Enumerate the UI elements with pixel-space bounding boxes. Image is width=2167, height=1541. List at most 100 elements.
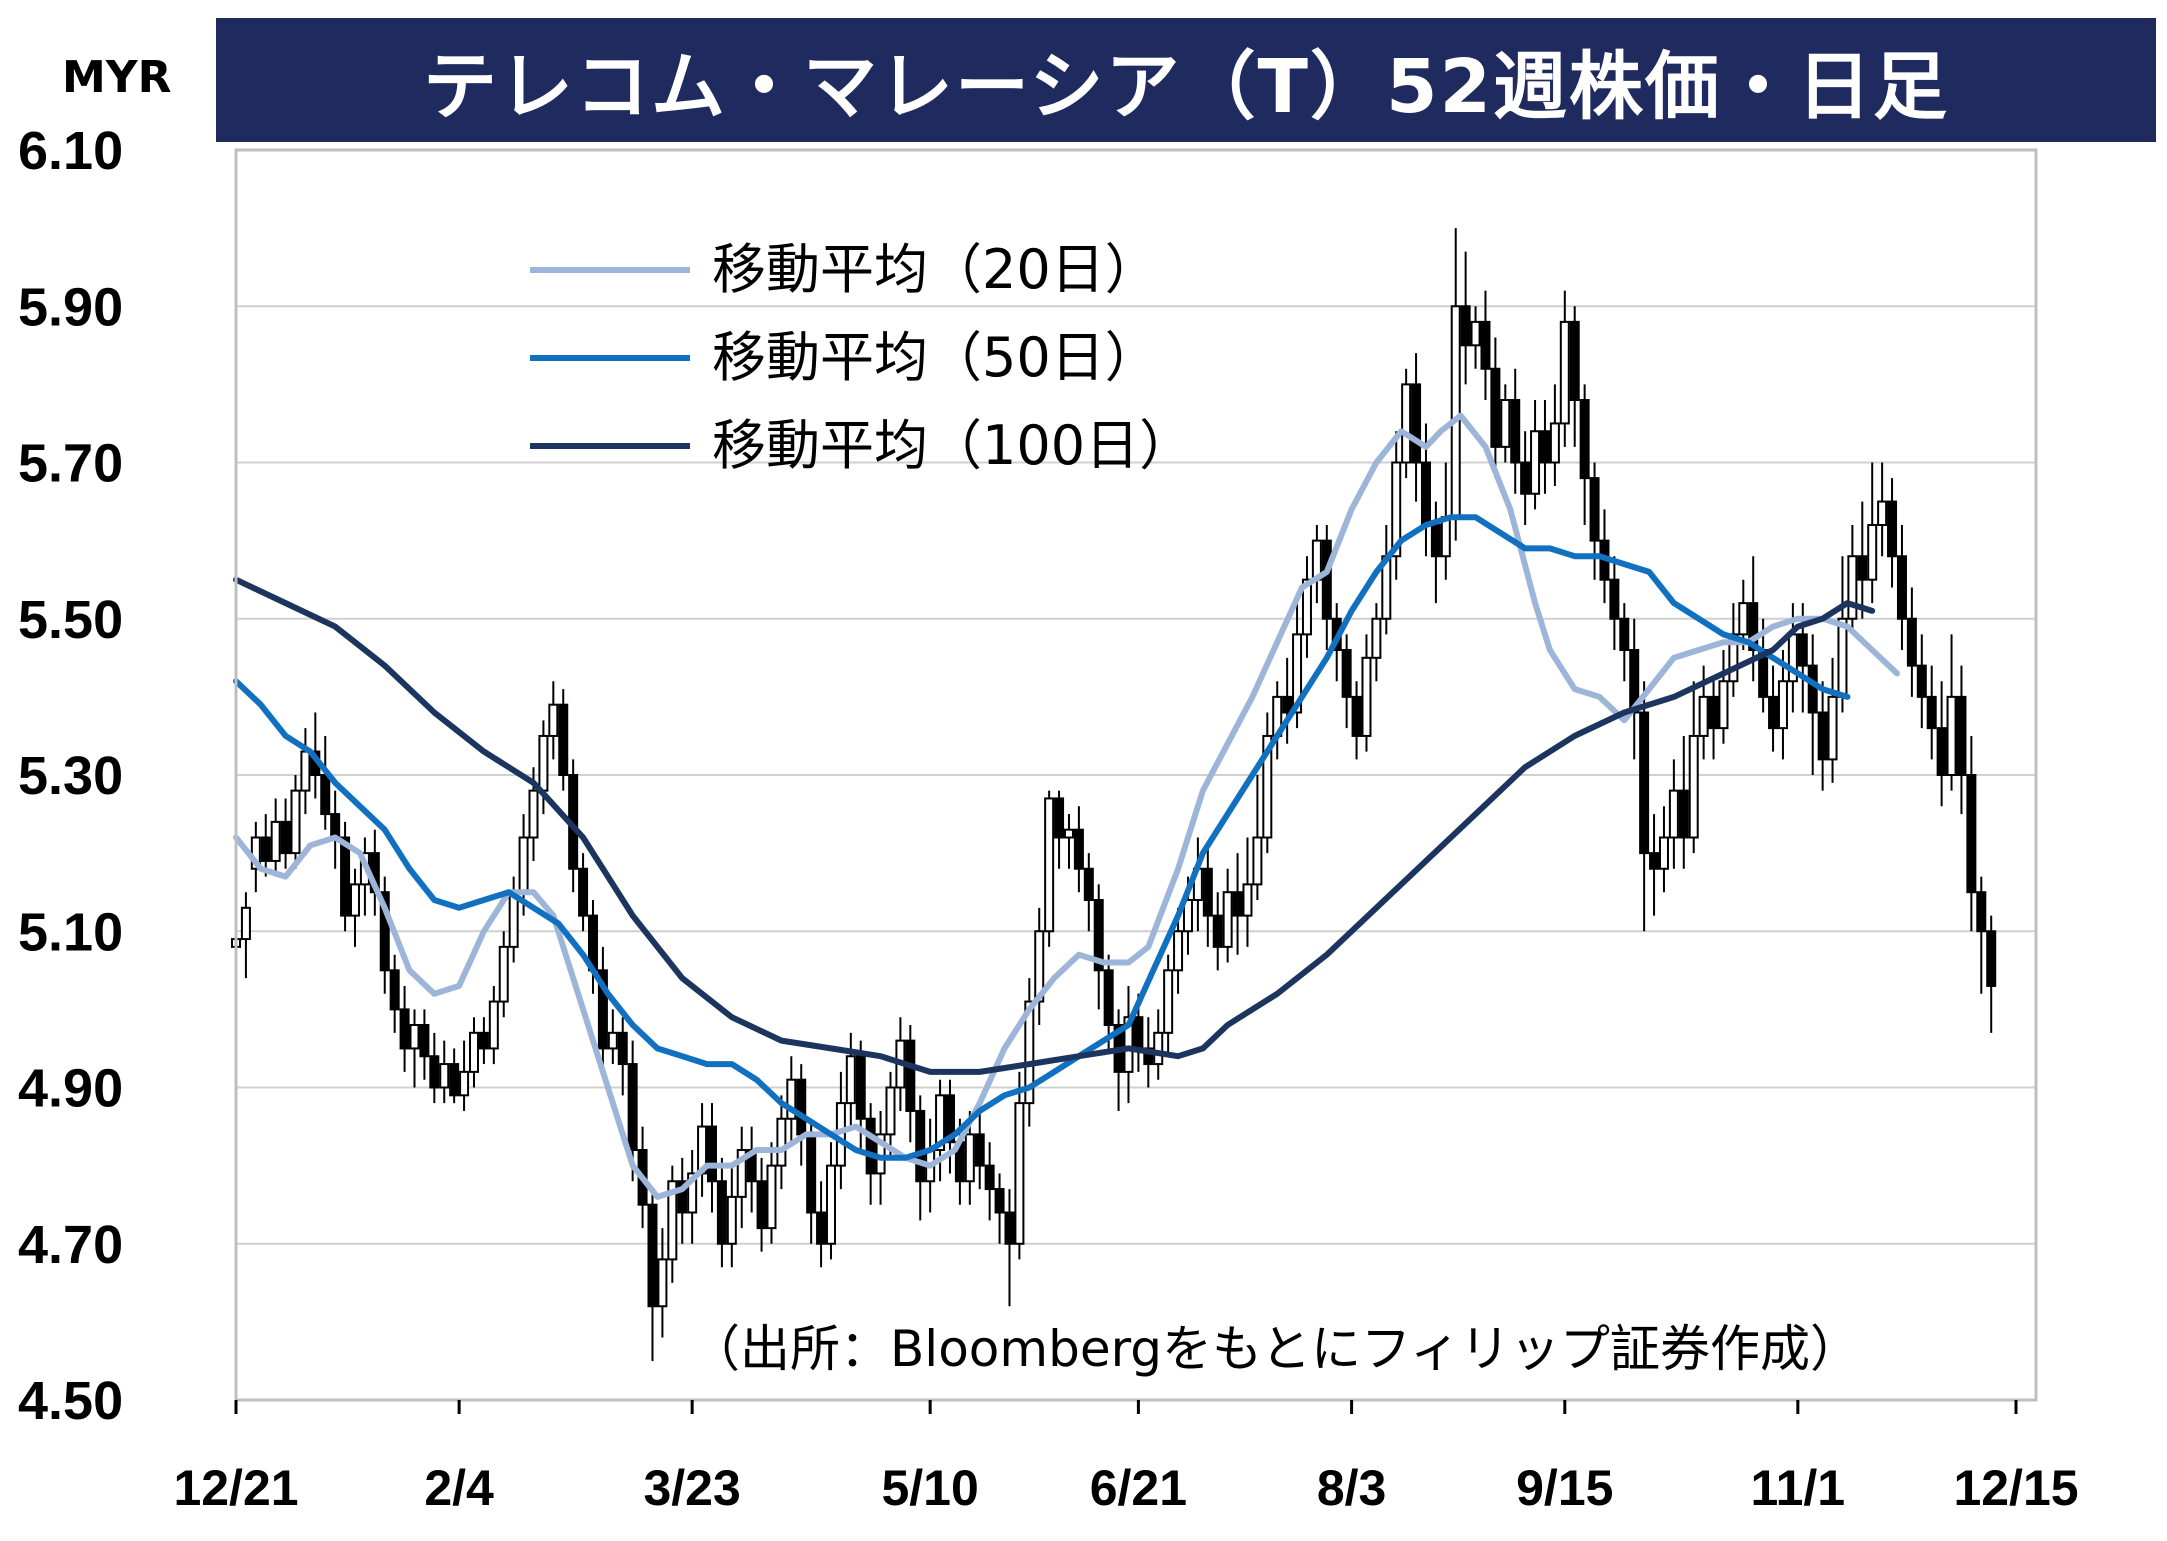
- candle-body: [280, 820, 291, 855]
- candle: [449, 1048, 460, 1104]
- candle: [1916, 634, 1927, 729]
- candle-body: [1024, 1000, 1035, 1105]
- candle: [1480, 290, 1491, 400]
- candle: [1946, 634, 1957, 791]
- candle-body: [1847, 555, 1858, 620]
- candle-body: [1520, 461, 1531, 495]
- candle: [498, 931, 509, 1018]
- candle: [1579, 384, 1590, 525]
- x-axis-ticks: 12/21 2/4 3/23 5/10 6/21 8/3 9/15 11/1 12/15: [173, 1400, 2079, 1516]
- candle-body: [935, 1094, 946, 1151]
- y-axis-ticks: 6.10 5.90 5.70 5.50 5.30 5.10 4.90 4.70 4.50: [18, 121, 123, 1431]
- candle-body: [905, 1039, 916, 1112]
- candle: [1063, 814, 1074, 869]
- candle-body: [607, 1031, 618, 1050]
- candle-body: [1153, 1031, 1164, 1066]
- candle: [1500, 384, 1511, 463]
- candle: [1520, 431, 1531, 525]
- candle-body: [1768, 695, 1779, 730]
- candle-body: [330, 813, 341, 839]
- candle-body: [439, 1063, 450, 1089]
- candle: [1153, 1009, 1164, 1080]
- candle: [1272, 681, 1283, 760]
- candle: [1004, 1189, 1015, 1307]
- candle-body: [1103, 969, 1114, 1026]
- candle: [1629, 618, 1640, 760]
- candle-body: [1619, 617, 1630, 651]
- candle: [1877, 462, 1888, 557]
- candle: [1083, 853, 1094, 932]
- candle-body: [1946, 695, 1957, 776]
- y-axis-unit: MYR: [62, 52, 172, 103]
- candle-body: [1500, 399, 1511, 448]
- candle: [994, 1173, 1005, 1244]
- candle-body: [459, 1070, 470, 1097]
- candle: [1688, 681, 1699, 854]
- x-tick-label: 6/21: [1090, 1460, 1187, 1516]
- candles: [231, 228, 1997, 1361]
- y-tick-label: 5.30: [18, 746, 123, 806]
- candle-body: [518, 836, 529, 894]
- candle: [1014, 1071, 1025, 1260]
- candle-body: [1173, 930, 1184, 972]
- candle: [766, 1142, 777, 1244]
- candle-body: [449, 1063, 460, 1097]
- candle-body: [1430, 524, 1441, 558]
- candle-body: [1887, 500, 1898, 558]
- candle-body: [1282, 695, 1293, 714]
- candle: [1252, 775, 1263, 900]
- candle: [1411, 353, 1422, 502]
- candle: [1321, 525, 1332, 650]
- candle-body: [1014, 1102, 1025, 1245]
- candle: [1619, 603, 1630, 682]
- candle-body: [409, 1024, 420, 1050]
- x-tick-label: 12/21: [173, 1460, 298, 1516]
- candle-body: [1589, 477, 1600, 542]
- candle-body: [1232, 891, 1243, 917]
- candle-body: [1639, 711, 1650, 855]
- candle-body: [865, 1117, 876, 1175]
- plot-frame: [234, 148, 2038, 1402]
- candle-body: [1579, 399, 1590, 480]
- candle-body: [1073, 828, 1084, 870]
- candle: [1718, 650, 1729, 744]
- candle-body: [766, 1164, 777, 1230]
- candle-body: [677, 1180, 688, 1214]
- candle-body: [1718, 680, 1729, 730]
- candle-body: [1530, 430, 1541, 495]
- candle-body: [1658, 836, 1669, 870]
- candle-body: [1222, 891, 1233, 948]
- candle-body: [1252, 836, 1263, 886]
- candle-body: [1609, 578, 1620, 620]
- candle: [1232, 853, 1243, 955]
- candle: [1034, 907, 1045, 1025]
- candle: [1073, 806, 1084, 893]
- candle: [697, 1103, 708, 1197]
- candle-body: [1083, 867, 1094, 901]
- candle-body: [825, 1164, 836, 1245]
- candle: [1867, 462, 1878, 604]
- series-line-ma100: [233, 576, 1876, 1075]
- candle-body: [1678, 789, 1689, 839]
- candle-body: [944, 1094, 955, 1144]
- candle: [1311, 525, 1322, 604]
- candle-body: [349, 883, 360, 917]
- candle: [1430, 501, 1441, 604]
- candle-body: [1133, 1016, 1144, 1050]
- series-line-ma50: [233, 514, 1851, 1161]
- candle-body: [964, 1133, 975, 1183]
- candle-body: [1688, 734, 1699, 839]
- candle-body: [1926, 695, 1937, 730]
- candle: [915, 1095, 926, 1221]
- y-tick-label: 4.90: [18, 1059, 123, 1119]
- candle-body: [816, 1211, 827, 1245]
- candle: [617, 1017, 628, 1096]
- candle: [1044, 790, 1055, 947]
- candle: [1678, 735, 1689, 869]
- candle: [1589, 462, 1600, 580]
- candle: [468, 1017, 479, 1088]
- candle: [1103, 954, 1114, 1049]
- candle-body: [1738, 602, 1749, 636]
- candle: [1976, 876, 1987, 994]
- candle-body: [320, 774, 331, 816]
